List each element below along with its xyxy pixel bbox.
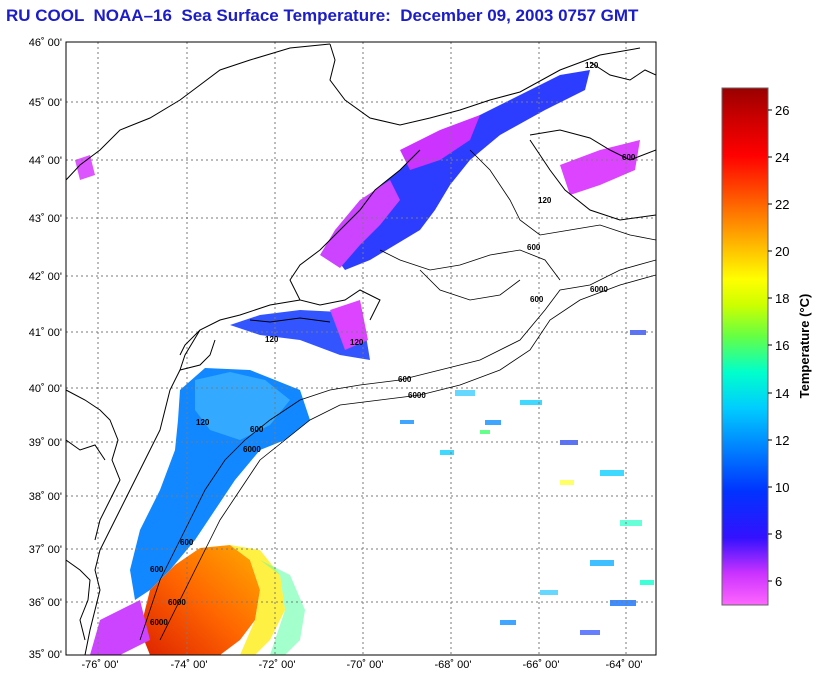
lon-label: -72˚ 00' (259, 659, 296, 671)
lon-label: -66˚ 00' (523, 659, 560, 671)
contour-label: 600 (180, 538, 194, 547)
lat-label: 41˚ 00' (29, 327, 62, 339)
sst-data-layer (75, 70, 654, 655)
contour-label: 6000 (590, 285, 608, 294)
contour-label: 120 (350, 338, 364, 347)
colorbar-label: Temperature (°C) (797, 294, 812, 399)
longitude-labels: -76˚ 00' -74˚ 00' -72˚ 00' -70˚ 00' -68˚… (82, 659, 643, 671)
contour-labels: 120 600 6000 600 6000 120 600 600 6000 1… (150, 61, 636, 627)
lat-label: 38˚ 00' (29, 491, 62, 503)
colorbar-tick: 12 (775, 433, 789, 448)
contour-label: 120 (196, 418, 210, 427)
map-title: RU COOL NOAA–16 Sea Surface Temperature:… (6, 6, 639, 25)
contour-label: 120 (265, 335, 279, 344)
contour-label: 6000 (408, 391, 426, 400)
contour-label: 600 (398, 375, 412, 384)
colorbar: 26 24 22 20 18 16 14 12 10 8 6 Temperatu… (721, 87, 812, 606)
lat-label: 44˚ 00' (29, 155, 62, 167)
lon-label: -64˚ 00' (606, 659, 643, 671)
contour-label: 120 (585, 61, 599, 70)
colorbar-tick: 14 (775, 386, 789, 401)
lon-label: -74˚ 00' (171, 659, 208, 671)
lat-label: 36˚ 00' (29, 597, 62, 609)
contour-label: 6000 (150, 618, 168, 627)
contour-label: 600 (527, 243, 541, 252)
lat-label: 46˚ 00' (29, 37, 62, 49)
colorbar-tick: 26 (775, 103, 789, 118)
lon-label: -76˚ 00' (82, 659, 119, 671)
lat-label: 42˚ 00' (29, 271, 62, 283)
colorbar-tick: 16 (775, 338, 789, 353)
colorbar-tick: 20 (775, 244, 789, 259)
contour-label: 6000 (243, 445, 261, 454)
colorbar-tick: 18 (775, 291, 789, 306)
latitude-labels: 46˚ 00' 45˚ 00' 44˚ 00' 43˚ 00' 42˚ 00' … (29, 37, 62, 661)
colorbar-tick: 10 (775, 480, 789, 495)
lon-label: -70˚ 00' (347, 659, 384, 671)
bathymetry-contours (139, 149, 656, 641)
contour-label: 600 (622, 153, 636, 162)
colorbar-tick: 6 (775, 574, 782, 589)
lat-label: 37˚ 00' (29, 544, 62, 556)
colorbar-tick: 22 (775, 197, 789, 212)
lat-label: 39˚ 00' (29, 437, 62, 449)
contour-label: 600 (150, 565, 164, 574)
lat-label: 40˚ 00' (29, 383, 62, 395)
contour-label: 6000 (168, 598, 186, 607)
colorbar-tick: 24 (775, 150, 789, 165)
lon-label: -68˚ 00' (435, 659, 472, 671)
contour-label: 600 (530, 295, 544, 304)
colorbar-gradient (721, 87, 769, 606)
contour-label: 120 (538, 196, 552, 205)
lat-label: 35˚ 00' (29, 649, 62, 661)
lat-label: 43˚ 00' (29, 213, 62, 225)
graticule (66, 42, 656, 655)
lat-label: 45˚ 00' (29, 97, 62, 109)
contour-label: 600 (250, 425, 264, 434)
colorbar-tick: 8 (775, 527, 782, 542)
coastline (66, 43, 656, 655)
